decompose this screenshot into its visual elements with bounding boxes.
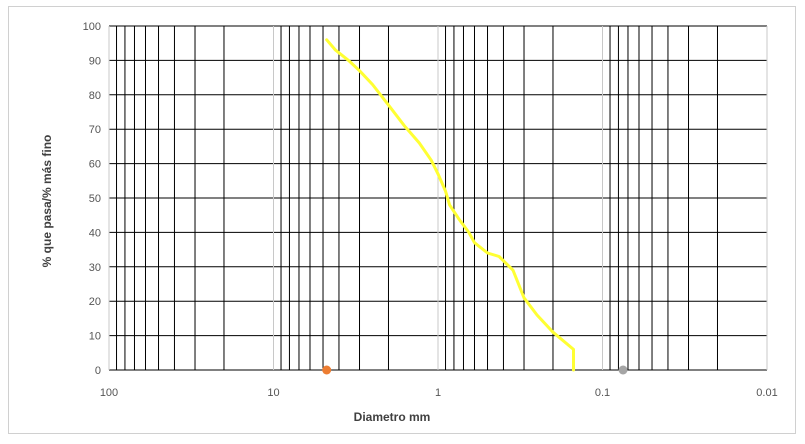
y-tick-label: 90 — [89, 55, 101, 67]
y-tick-label: 10 — [89, 331, 101, 343]
y-tick-label: 50 — [89, 193, 101, 205]
markers-layer — [322, 365, 628, 375]
y-tick-label: 70 — [89, 124, 101, 136]
y-axis-title: % que pasa/% más fino — [40, 135, 54, 268]
x-tick-label: 0.01 — [756, 387, 777, 399]
series-layer — [325, 38, 575, 372]
chart-frame: 0 10 20 30 40 50 60 70 80 90 100 100 10 1 0.1 0.01 Dia… — [8, 6, 796, 434]
x-axis-title: Diametro mm — [354, 410, 431, 424]
y-tick-label: 0 — [95, 365, 101, 377]
x-tick-label: 100 — [100, 387, 118, 399]
x-tick-labels: 100 10 1 0.1 0.01 — [100, 387, 778, 399]
grid-lines — [108, 25, 768, 371]
x-tick-label: 0.1 — [595, 387, 610, 399]
data-marker — [618, 365, 628, 375]
x-tick-label: 1 — [435, 387, 441, 399]
x-tick-label: 10 — [267, 387, 279, 399]
y-tick-label: 60 — [89, 159, 101, 171]
grain-size-chart: 0 10 20 30 40 50 60 70 80 90 100 100 10 1 0.1 0.01 Dia… — [40, 21, 778, 424]
y-tick-label: 40 — [89, 227, 101, 239]
series-line — [325, 38, 575, 372]
y-tick-label: 30 — [89, 262, 101, 274]
data-marker — [322, 365, 332, 375]
y-tick-label: 80 — [89, 90, 101, 102]
y-tick-label: 20 — [89, 296, 101, 308]
y-tick-label: 100 — [83, 21, 101, 33]
y-tick-labels: 0 10 20 30 40 50 60 70 80 90 100 — [83, 21, 101, 377]
